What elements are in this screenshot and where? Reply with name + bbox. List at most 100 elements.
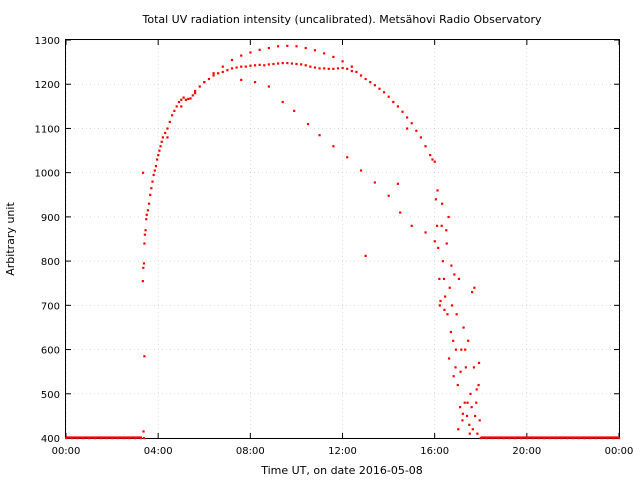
data-point [309, 65, 312, 68]
data-points [65, 44, 621, 440]
y-tick-label: 500 [41, 390, 60, 401]
data-point [161, 136, 164, 139]
data-point [151, 180, 154, 183]
data-point [203, 81, 206, 84]
data-point [346, 67, 349, 70]
data-point [396, 182, 399, 185]
data-point [464, 366, 467, 369]
x-tick-label: 04:00 [144, 446, 173, 457]
data-point [399, 211, 402, 214]
data-point [194, 89, 197, 93]
data-point [180, 105, 183, 108]
y-tick-label: 900 [41, 213, 60, 224]
chart-title: Total UV radiation intensity (uncalibrat… [142, 13, 542, 26]
data-point [456, 383, 459, 387]
data-point [158, 149, 161, 152]
data-point [149, 193, 152, 196]
data-point [457, 428, 460, 431]
data-point [378, 87, 381, 90]
data-point [341, 66, 344, 70]
data-point [473, 414, 477, 418]
data-point [267, 46, 270, 50]
data-point [207, 77, 211, 81]
data-point [141, 171, 145, 174]
data-point [440, 224, 443, 227]
data-point [459, 370, 462, 373]
data-point [147, 202, 151, 205]
data-point [212, 72, 215, 75]
data-point [461, 412, 464, 415]
data-point [152, 173, 155, 177]
data-point [332, 67, 335, 70]
data-point [355, 70, 358, 74]
data-point [441, 260, 444, 263]
data-point [433, 240, 436, 243]
grid-lines [65, 39, 620, 439]
data-point [221, 65, 224, 68]
data-point [304, 64, 307, 67]
data-point [168, 120, 171, 124]
data-point [295, 62, 298, 66]
data-point [189, 97, 192, 100]
data-point [477, 383, 480, 387]
data-point [461, 419, 464, 422]
data-point [272, 62, 275, 66]
data-point [618, 437, 621, 440]
data-point [359, 74, 363, 77]
data-point [424, 231, 427, 234]
data-point [258, 63, 261, 66]
data-point [450, 304, 454, 307]
data-point [447, 215, 450, 219]
x-tick-label: 00:00 [52, 446, 81, 457]
plot-frame [65, 39, 620, 439]
data-point [187, 97, 190, 101]
data-point [323, 67, 326, 70]
data-point [454, 348, 458, 351]
y-tick-label: 600 [41, 346, 60, 357]
data-point [166, 127, 169, 130]
data-point [462, 326, 465, 329]
data-point [153, 169, 156, 172]
data-point [449, 330, 452, 334]
y-tick-label: 1200 [35, 80, 60, 91]
data-point [373, 181, 376, 184]
data-point [373, 84, 376, 87]
data-point [281, 61, 284, 65]
data-point [143, 355, 146, 358]
data-point [300, 63, 303, 66]
y-tick-label: 700 [41, 301, 60, 312]
data-point [359, 169, 363, 172]
data-point [396, 105, 399, 108]
data-point [445, 242, 448, 245]
data-point [144, 229, 147, 232]
data-point [429, 153, 432, 157]
data-point [455, 313, 458, 316]
data-point [267, 85, 270, 88]
data-point [464, 348, 467, 351]
axis-ticks: 400 500 600 700 800 900 1000 1100 1200 1300 00:00 0… [35, 36, 634, 457]
data-point [364, 77, 367, 81]
data-point [327, 67, 330, 70]
data-point [410, 122, 413, 125]
data-point [450, 264, 453, 267]
data-point [143, 233, 147, 236]
data-point [142, 266, 145, 269]
data-point [156, 158, 159, 161]
data-point [441, 202, 444, 205]
data-point [249, 51, 252, 54]
data-point [150, 187, 153, 190]
y-tick-label: 1100 [35, 124, 60, 135]
data-point [437, 246, 440, 250]
data-point [472, 366, 476, 369]
data-point [286, 61, 289, 65]
data-point [382, 91, 386, 94]
data-point [470, 291, 474, 294]
x-tick-label: 16:00 [420, 446, 449, 457]
data-point [475, 401, 478, 404]
data-point [141, 280, 144, 283]
data-point [431, 158, 434, 161]
data-point [164, 131, 167, 135]
data-point [249, 64, 252, 67]
x-axis-label: Time UT, on date 2016-05-08 [260, 464, 423, 477]
data-point [433, 160, 436, 163]
